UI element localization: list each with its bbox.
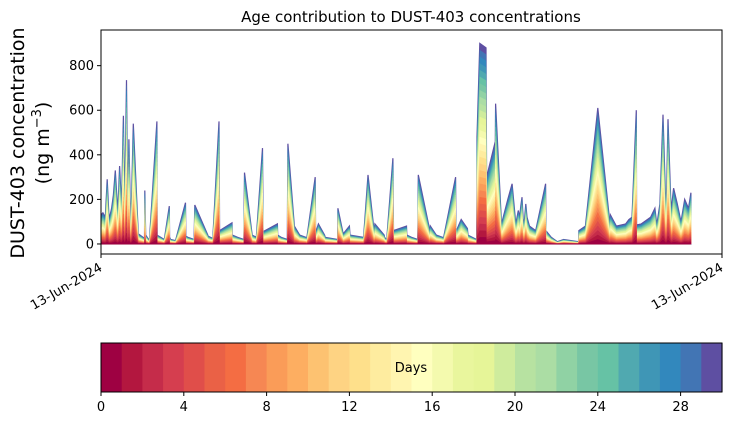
y-axis-label: DUST-403 concentration (ng m−3) — [7, 27, 54, 258]
chart-title: Age contribution to DUST-403 concentrati… — [241, 8, 581, 26]
colorbar-cell-28 — [680, 343, 702, 392]
y-axis-label-exponent: −3 — [30, 109, 45, 128]
y-tick-label-600: 600 — [69, 104, 94, 119]
y-axis-label-line1: DUST-403 concentration — [7, 27, 29, 258]
colorbar-cell-24 — [597, 343, 620, 392]
colorbar-cell-5 — [204, 343, 226, 392]
colorbar-cell-8 — [266, 343, 288, 392]
x-tick-label-1: 13-Jun-2024 — [649, 260, 726, 313]
colorbar-cell-9 — [287, 343, 309, 392]
y-axis-label-line2: (ng m−3) — [30, 102, 54, 185]
x-tick-label-0: 13-Jun-2024 — [28, 260, 105, 313]
colorbar-cell-6 — [225, 343, 247, 392]
colorbar-cell-3 — [163, 343, 185, 392]
colorbar-cell-13 — [370, 343, 392, 392]
colorbar-cell-18 — [473, 343, 495, 392]
colorbar-tick-label-8: 8 — [262, 400, 270, 415]
colorbar-cell-16 — [432, 343, 454, 392]
colorbar-label: Days — [395, 361, 428, 376]
colorbar-cell-1 — [121, 343, 143, 392]
colorbar-cell-21 — [535, 343, 557, 392]
age-band-0 — [101, 237, 692, 245]
colorbar-cell-4 — [183, 343, 206, 392]
y-axis: 0 200 400 600 800 — [69, 59, 101, 252]
y-axis-label-prefix: (ng m — [32, 128, 54, 184]
colorbar-tick-label-24: 24 — [590, 400, 607, 415]
y-tick-label-800: 800 — [69, 59, 94, 74]
colorbar-cell-14 — [390, 343, 413, 392]
colorbar-cell-12 — [349, 343, 371, 392]
colorbar-cell-27 — [659, 343, 682, 392]
colorbar-tick-label-0: 0 — [97, 400, 105, 415]
y-tick-label-0: 0 — [86, 237, 94, 252]
colorbar-cell-23 — [577, 343, 599, 392]
colorbar-cell-22 — [556, 343, 578, 392]
plot-frame — [100, 29, 723, 255]
colorbar-tick-label-4: 4 — [180, 400, 188, 415]
colorbar-tick-label-12: 12 — [341, 400, 358, 415]
colorbar-cell-7 — [245, 343, 268, 392]
colorbar-cell-15 — [411, 343, 433, 392]
y-tick-label-200: 200 — [69, 193, 94, 208]
colorbar-cell-0 — [101, 343, 123, 392]
y-axis-label-suffix: ) — [32, 102, 54, 109]
colorbar-cell-26 — [639, 343, 661, 392]
colorbar-tick-label-28: 28 — [672, 400, 689, 415]
age-band-1 — [101, 230, 692, 245]
colorbar-cell-11 — [328, 343, 350, 392]
colorbar-cell-17 — [452, 343, 475, 392]
area-bands — [101, 42, 692, 245]
x-axis: 13-Jun-2024 13-Jun-2024 — [28, 254, 726, 313]
colorbar-cell-10 — [308, 343, 330, 392]
colorbar-cell-29 — [701, 343, 723, 392]
colorbar-ticks: 0 4 8 12 16 20 24 28 — [97, 392, 689, 415]
y-tick-label-400: 400 — [69, 148, 94, 163]
colorbar-cell-25 — [618, 343, 640, 392]
colorbar-frame — [100, 342, 723, 393]
colorbar — [101, 343, 723, 392]
colorbar-cell-20 — [515, 343, 537, 392]
colorbar-tick-label-20: 20 — [507, 400, 524, 415]
colorbar-cell-2 — [142, 343, 164, 392]
colorbar-cell-19 — [494, 343, 516, 392]
colorbar-tick-label-16: 16 — [424, 400, 441, 415]
